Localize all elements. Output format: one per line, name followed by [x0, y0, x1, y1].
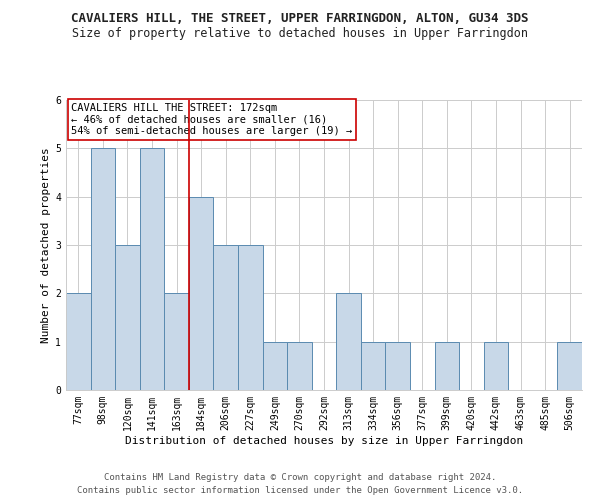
- Bar: [287, 342, 312, 390]
- Bar: [263, 342, 287, 390]
- Text: CAVALIERS HILL, THE STREET, UPPER FARRINGDON, ALTON, GU34 3DS: CAVALIERS HILL, THE STREET, UPPER FARRIN…: [71, 12, 529, 26]
- Bar: [361, 342, 385, 390]
- Bar: [66, 294, 91, 390]
- Bar: [214, 245, 238, 390]
- Bar: [140, 148, 164, 390]
- Bar: [91, 148, 115, 390]
- Bar: [164, 294, 189, 390]
- Text: Contains HM Land Registry data © Crown copyright and database right 2024.
Contai: Contains HM Land Registry data © Crown c…: [77, 474, 523, 495]
- Bar: [115, 245, 140, 390]
- Bar: [385, 342, 410, 390]
- Text: CAVALIERS HILL THE STREET: 172sqm
← 46% of detached houses are smaller (16)
54% : CAVALIERS HILL THE STREET: 172sqm ← 46% …: [71, 103, 352, 136]
- Bar: [484, 342, 508, 390]
- Bar: [336, 294, 361, 390]
- Text: Size of property relative to detached houses in Upper Farringdon: Size of property relative to detached ho…: [72, 28, 528, 40]
- Bar: [238, 245, 263, 390]
- Bar: [557, 342, 582, 390]
- Y-axis label: Number of detached properties: Number of detached properties: [41, 147, 51, 343]
- Bar: [434, 342, 459, 390]
- Bar: [189, 196, 214, 390]
- X-axis label: Distribution of detached houses by size in Upper Farringdon: Distribution of detached houses by size …: [125, 436, 523, 446]
